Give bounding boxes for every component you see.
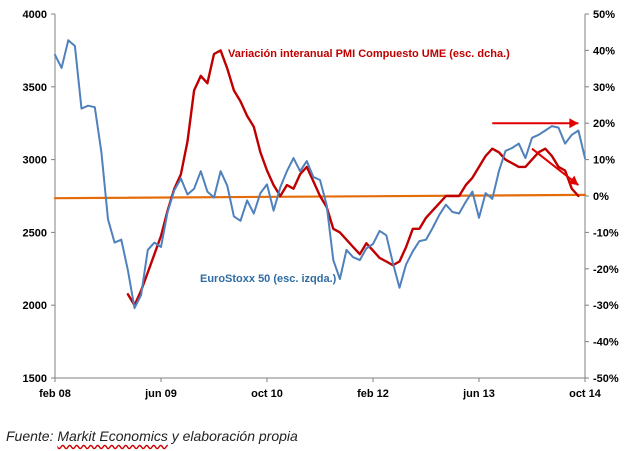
annotations: Variación interanual PMI Compuesto UME (… <box>200 48 579 285</box>
pmi-series-label: Variación interanual PMI Compuesto UME (… <box>228 48 510 60</box>
right-tick-label: -10% <box>593 227 619 239</box>
right-tick-label: 30% <box>593 82 615 94</box>
right-tick-label: 0% <box>593 191 609 203</box>
right-tick-label: 10% <box>593 155 615 167</box>
x-tick-label: feb 08 <box>39 388 71 400</box>
left-tick-label: 2500 <box>23 227 47 239</box>
left-tick-label: 2000 <box>23 300 47 312</box>
down-trend-arrow-head <box>568 175 579 186</box>
x-tick-label: oct 14 <box>569 388 602 400</box>
x-tick-label: jun 09 <box>144 388 177 400</box>
right-tick-label: 20% <box>593 118 615 130</box>
source-underlined: Markit Economics <box>57 428 168 444</box>
series-lines <box>53 39 587 310</box>
x-tick-label: oct 10 <box>251 388 283 400</box>
right-tick-label: -40% <box>593 337 619 349</box>
eurostoxx-series-label: EuroStoxx 50 (esc. izqda.) <box>200 273 337 285</box>
right-tick-label: -20% <box>593 264 619 276</box>
right-tick-label: 50% <box>593 9 615 21</box>
chart: 4000 3500 3000 2500 2000 1500 50% 40% 30% 20% 10% 0… <box>23 9 619 400</box>
x-tick-label: jun 13 <box>462 388 495 400</box>
flat-trend-arrow-head <box>569 118 579 129</box>
right-tick-label: -30% <box>593 300 619 312</box>
source-prefix: Fuente: <box>6 428 58 444</box>
source-suffix: y elaboración propia <box>167 428 298 444</box>
x-tick-label: feb 12 <box>357 388 389 400</box>
left-tick-label: 3000 <box>23 155 47 167</box>
left-tick-label: 1500 <box>23 373 47 385</box>
left-tick-label: 4000 <box>23 9 47 21</box>
axes <box>51 13 589 382</box>
left-tick-label: 3500 <box>23 82 47 94</box>
source-caption: Fuente: Markit Economics y elaboración p… <box>6 428 298 444</box>
tick-labels: 4000 3500 3000 2500 2000 1500 50% 40% 30% 20% 10% 0… <box>23 9 619 400</box>
pmi-yoy-line <box>126 49 580 307</box>
eurostoxx-line <box>54 39 586 310</box>
down-trend-arrow <box>531 147 579 186</box>
right-tick-label: -50% <box>593 373 619 385</box>
right-tick-label: 40% <box>593 45 615 57</box>
